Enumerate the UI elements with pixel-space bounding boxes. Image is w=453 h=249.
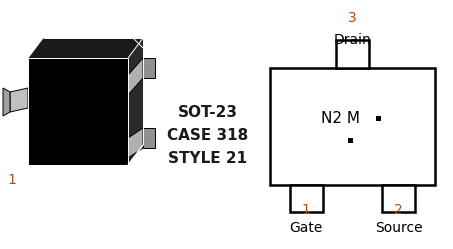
Text: 2: 2 (394, 203, 403, 217)
Polygon shape (143, 58, 155, 78)
Text: N2 M: N2 M (321, 111, 360, 126)
Text: Drain: Drain (333, 33, 371, 47)
Text: 3: 3 (348, 11, 357, 25)
Text: 1: 1 (8, 173, 16, 187)
Bar (347, 138, 352, 143)
Polygon shape (28, 38, 143, 58)
Text: Source: Source (375, 221, 423, 235)
Text: CASE 318: CASE 318 (167, 127, 249, 142)
Polygon shape (128, 128, 143, 158)
Polygon shape (10, 88, 28, 112)
Bar (270, 68, 435, 185)
Text: STYLE 21: STYLE 21 (169, 150, 247, 166)
Text: SOT-23: SOT-23 (178, 105, 238, 120)
Polygon shape (143, 128, 155, 148)
Bar (336, 40, 369, 68)
Polygon shape (3, 88, 10, 116)
Text: 1: 1 (302, 203, 311, 217)
Polygon shape (128, 38, 143, 165)
Polygon shape (28, 58, 128, 165)
Bar (382, 185, 415, 212)
Bar (376, 116, 381, 121)
Polygon shape (128, 58, 143, 95)
Bar (290, 185, 323, 212)
Text: Gate: Gate (289, 221, 323, 235)
